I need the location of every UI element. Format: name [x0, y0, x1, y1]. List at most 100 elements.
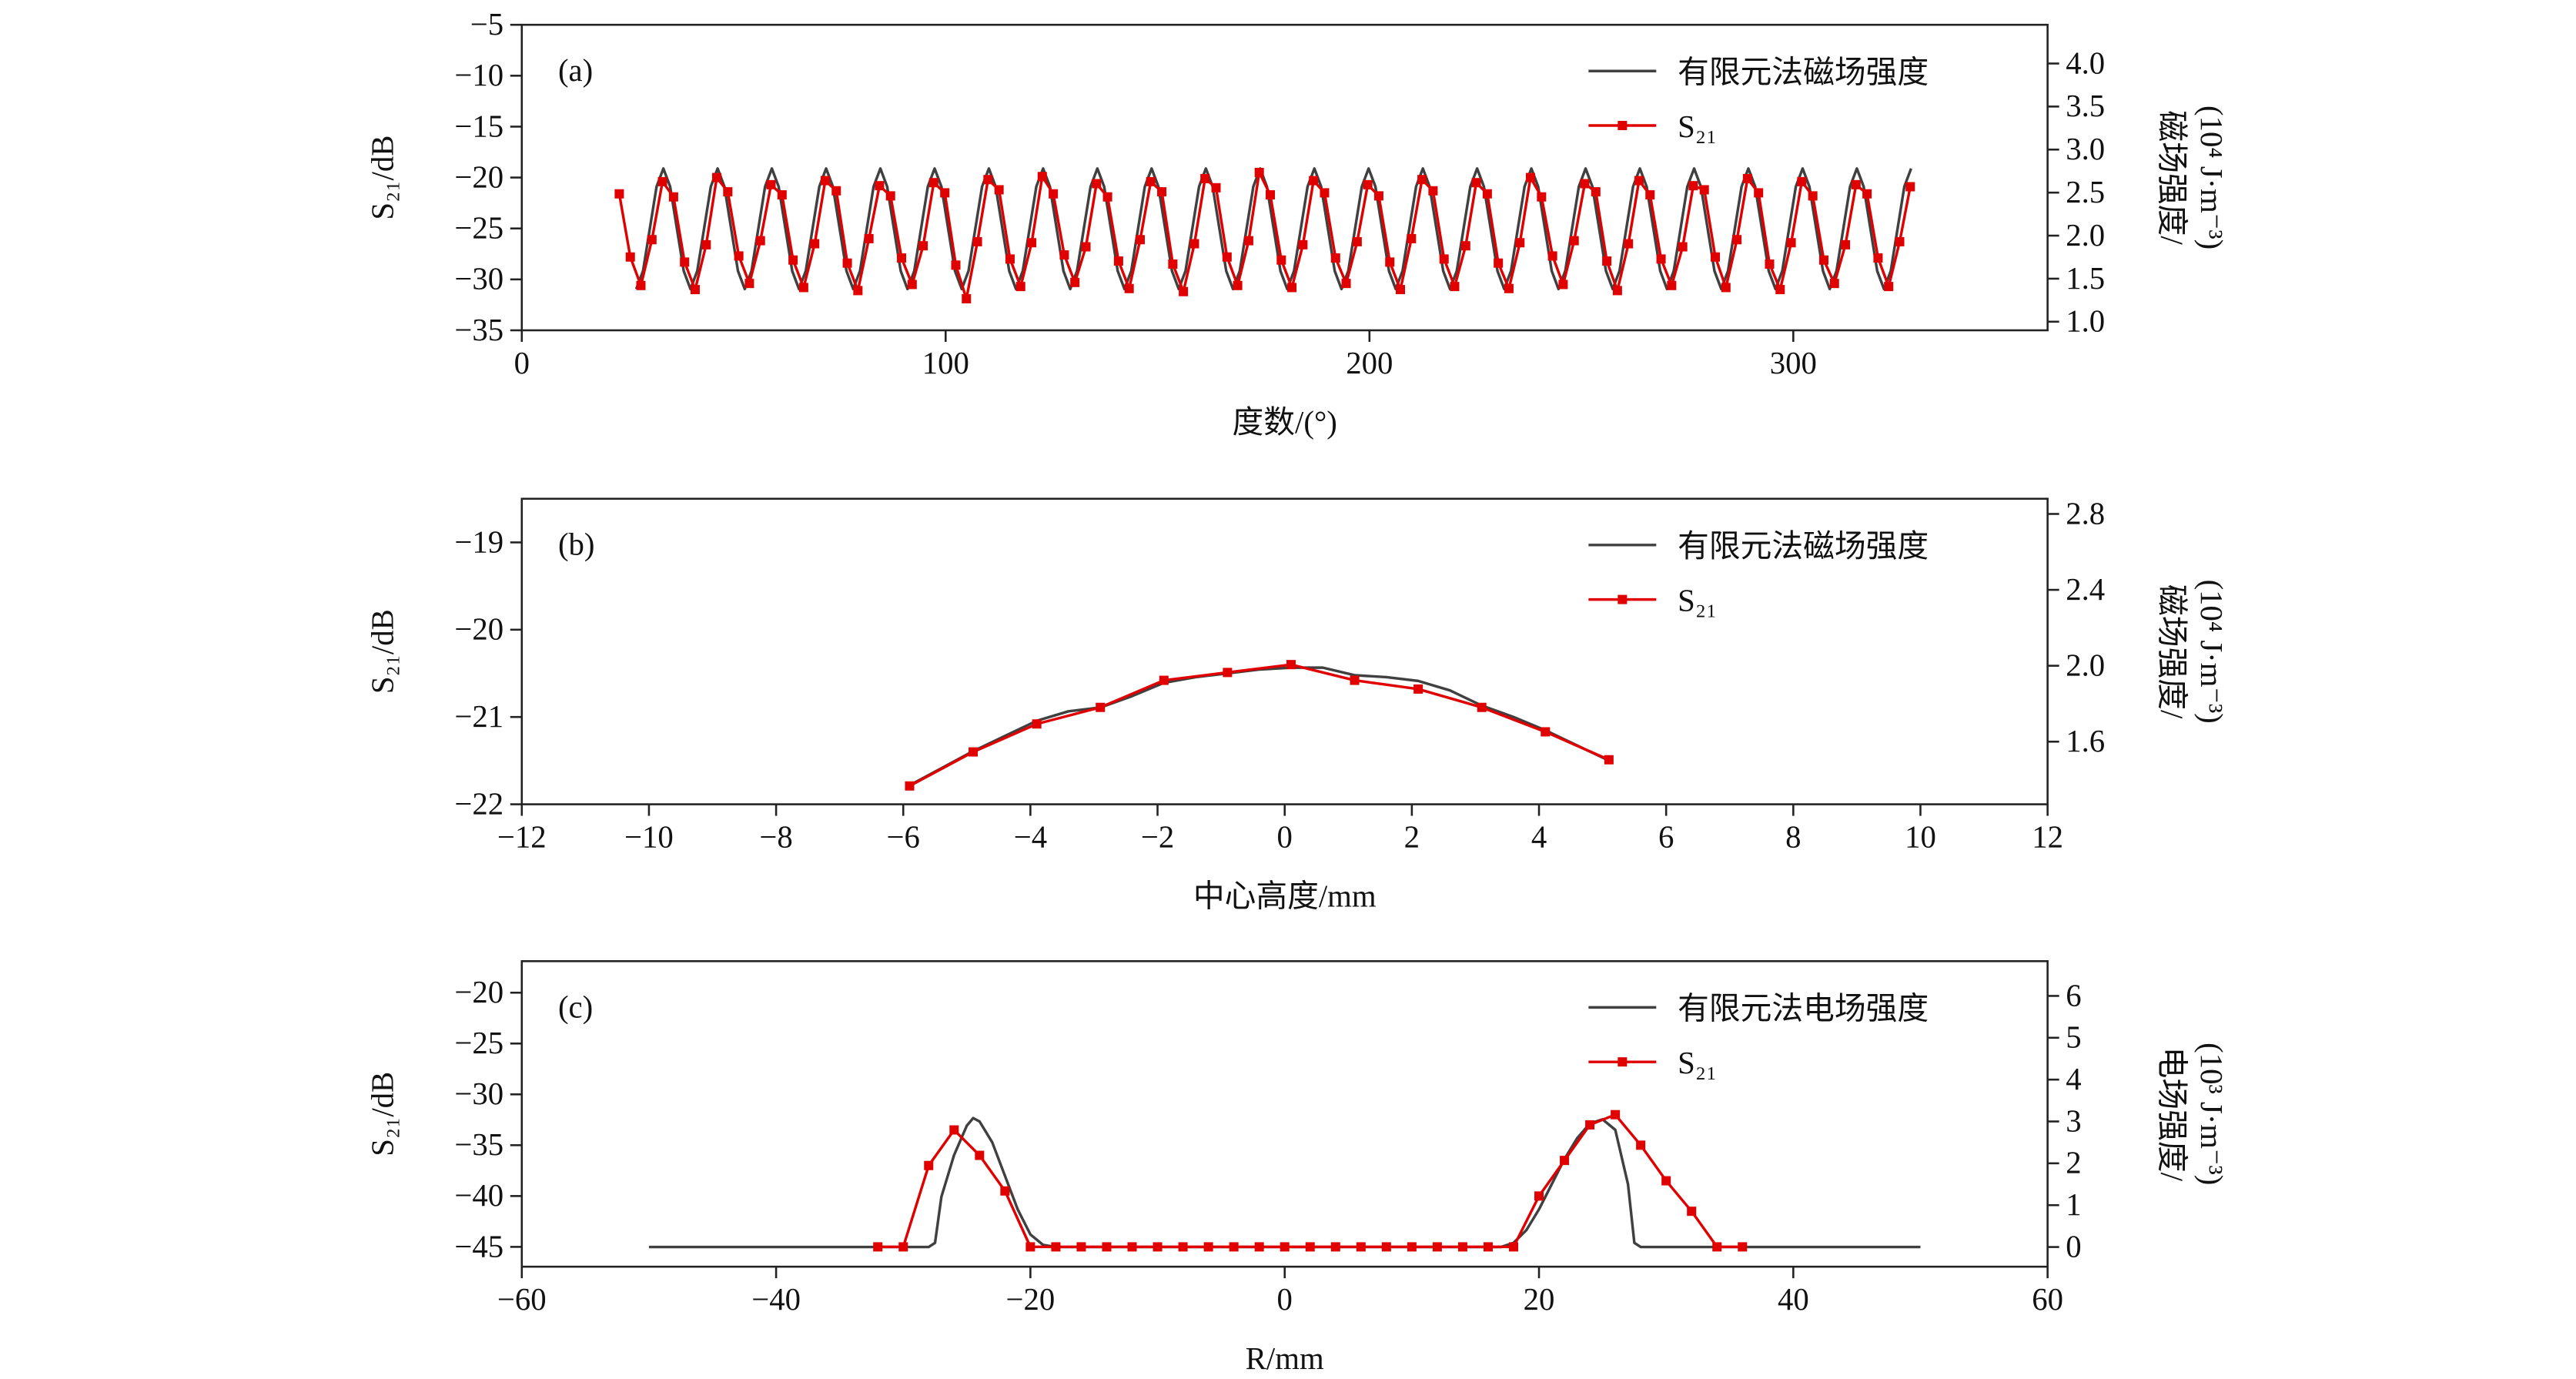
y-tick-label: −30 — [454, 262, 503, 296]
data-point — [1113, 256, 1123, 266]
data-point — [1508, 1242, 1518, 1252]
data-point — [1356, 1242, 1366, 1252]
x-tick-label: 4 — [1531, 819, 1547, 854]
y2-tick-label: 3 — [2066, 1103, 2081, 1138]
y-tick-label: −45 — [454, 1229, 503, 1264]
data-point — [1585, 1120, 1595, 1130]
x-tick-label: −6 — [887, 819, 920, 854]
y-tick-label: −19 — [454, 524, 503, 559]
legend-label: S₂₁ — [1678, 584, 1717, 618]
x-tick-label: 100 — [922, 346, 969, 380]
data-point — [1233, 280, 1243, 290]
data-point — [798, 283, 808, 293]
data-point — [1688, 181, 1698, 191]
series-line — [648, 1116, 1921, 1249]
data-point — [755, 236, 765, 246]
x-tick-label: 8 — [1785, 819, 1801, 854]
data-point — [928, 178, 938, 188]
y-tick-label: −10 — [454, 58, 503, 92]
data-point — [983, 175, 993, 185]
x-axis-label: 中心高度/mm — [1193, 879, 1377, 914]
y-tick-label: −25 — [454, 1026, 503, 1060]
data-point — [1124, 283, 1134, 293]
data-point — [690, 285, 700, 295]
x-tick-label: 200 — [1346, 346, 1393, 380]
data-point — [905, 781, 915, 791]
series-line — [634, 167, 1912, 291]
data-point — [969, 747, 979, 757]
data-point — [1754, 188, 1764, 198]
data-point — [1352, 236, 1362, 246]
data-point — [1309, 176, 1319, 186]
data-point — [1051, 1242, 1061, 1252]
data-point — [744, 279, 754, 289]
y-tick-label: −20 — [454, 975, 503, 1009]
data-point — [777, 190, 787, 200]
panel-label: (b) — [558, 527, 595, 562]
data-point — [1711, 252, 1721, 262]
data-point — [1305, 1242, 1315, 1252]
y-axis-label: S₂₁/dB — [365, 136, 400, 220]
data-point — [1612, 286, 1622, 296]
data-point — [1229, 1242, 1239, 1252]
legend-label: 有限元法磁场强度 — [1678, 529, 1929, 564]
data-point — [1732, 235, 1742, 245]
data-point — [1070, 277, 1080, 287]
data-point — [1265, 190, 1275, 200]
data-point — [647, 235, 657, 245]
data-point — [1905, 182, 1915, 192]
legend-marker — [1618, 1057, 1628, 1067]
data-point — [1413, 684, 1423, 694]
data-point — [1457, 1242, 1467, 1252]
data-point — [1146, 176, 1156, 186]
data-point — [1363, 179, 1373, 189]
data-point — [1135, 235, 1145, 245]
legend-label: 有限元法电场强度 — [1678, 991, 1929, 1026]
data-point — [1483, 1242, 1493, 1252]
x-tick-label: −8 — [759, 819, 792, 854]
data-point — [1000, 1186, 1010, 1196]
data-point — [1634, 176, 1644, 186]
data-point — [885, 191, 895, 201]
data-point — [1350, 675, 1360, 685]
data-point — [1541, 727, 1551, 737]
y2-axis-label: 磁场强度/ — [2155, 110, 2190, 245]
x-tick-label: −4 — [1014, 819, 1047, 854]
data-point — [1611, 1110, 1621, 1120]
data-point — [873, 1242, 883, 1252]
data-point — [1699, 185, 1709, 195]
y2-tick-label: 1.0 — [2066, 304, 2105, 339]
data-point — [1797, 176, 1807, 186]
y2-tick-label: 3.5 — [2066, 89, 2105, 123]
data-point — [1765, 259, 1775, 269]
y2-tick-label: 4.0 — [2066, 45, 2105, 80]
data-point — [1153, 1242, 1163, 1252]
data-point — [1687, 1207, 1697, 1217]
y2-tick-label: 1 — [2066, 1187, 2081, 1222]
data-point — [1808, 191, 1818, 201]
data-point — [766, 179, 776, 189]
x-tick-label: 300 — [1770, 346, 1817, 380]
data-point — [1515, 238, 1525, 248]
data-point — [1330, 253, 1340, 263]
data-point — [810, 239, 820, 249]
x-tick-label: 0 — [514, 346, 530, 380]
data-point — [1049, 189, 1059, 199]
data-point — [1602, 256, 1612, 266]
data-point — [1742, 173, 1752, 183]
data-point — [1179, 286, 1189, 296]
data-point — [1428, 186, 1438, 196]
legend-label: S₂₁ — [1678, 109, 1717, 144]
data-point — [898, 1242, 908, 1252]
data-point — [1712, 1242, 1722, 1252]
data-point — [614, 189, 624, 199]
data-point — [1159, 675, 1169, 685]
data-point — [940, 188, 950, 198]
y2-tick-label: 2.4 — [2066, 572, 2105, 607]
data-point — [820, 176, 830, 186]
data-point — [897, 253, 907, 263]
y2-tick-label: 2.0 — [2066, 648, 2105, 683]
data-point — [831, 186, 841, 196]
data-point — [1417, 175, 1427, 185]
